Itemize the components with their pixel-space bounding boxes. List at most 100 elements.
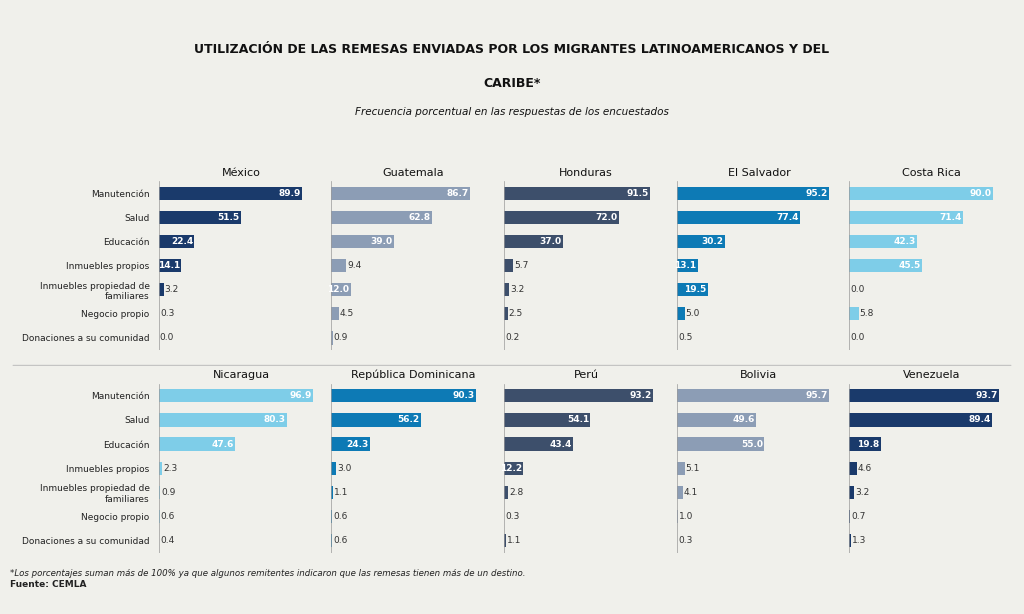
Bar <box>332 235 393 248</box>
Title: México: México <box>221 168 260 177</box>
Text: 89.4: 89.4 <box>969 416 991 424</box>
Text: 90.3: 90.3 <box>453 391 474 400</box>
Text: 47.6: 47.6 <box>211 440 233 449</box>
Text: 95.2: 95.2 <box>805 188 827 198</box>
Bar <box>504 413 591 427</box>
Bar <box>332 462 336 475</box>
Text: 5.8: 5.8 <box>859 309 873 318</box>
Text: 91.5: 91.5 <box>627 188 649 198</box>
Text: UTILIZACIÓN DE LAS REMESAS ENVIADAS POR LOS MIGRANTES LATINOAMERICANOS Y DEL: UTILIZACIÓN DE LAS REMESAS ENVIADAS POR … <box>195 43 829 56</box>
Bar <box>677 462 685 475</box>
Text: 2.3: 2.3 <box>163 464 177 473</box>
Text: 0.0: 0.0 <box>850 333 864 343</box>
Text: 0.0: 0.0 <box>850 285 864 294</box>
Bar <box>332 307 339 321</box>
Bar <box>332 259 346 272</box>
Text: 3.2: 3.2 <box>855 488 869 497</box>
Text: 0.6: 0.6 <box>333 512 347 521</box>
Text: *Los porcentajes suman más de 100% ya que algunos remitentes indicaron que las r: *Los porcentajes suman más de 100% ya qu… <box>10 569 525 578</box>
Text: 19.8: 19.8 <box>857 440 880 449</box>
Text: 14.1: 14.1 <box>158 261 180 270</box>
Bar <box>504 389 653 402</box>
Bar <box>849 486 854 499</box>
Text: 5.1: 5.1 <box>686 464 700 473</box>
Text: 45.5: 45.5 <box>898 261 921 270</box>
Bar <box>849 510 850 523</box>
Text: 5.0: 5.0 <box>685 309 699 318</box>
Bar <box>849 413 992 427</box>
Bar <box>159 462 163 475</box>
Text: 3.2: 3.2 <box>510 285 524 294</box>
Bar <box>504 187 650 200</box>
Bar <box>504 307 508 321</box>
Bar <box>332 332 333 344</box>
Text: 0.5: 0.5 <box>678 333 692 343</box>
Text: Frecuencia porcentual en las respuestas de los encuestados: Frecuencia porcentual en las respuestas … <box>355 107 669 117</box>
Text: 0.6: 0.6 <box>161 512 175 521</box>
Text: 95.7: 95.7 <box>806 391 828 400</box>
Bar <box>504 211 618 224</box>
Bar <box>677 486 683 499</box>
Text: 0.0: 0.0 <box>160 333 174 343</box>
Text: 3.2: 3.2 <box>165 285 179 294</box>
Text: 37.0: 37.0 <box>540 237 562 246</box>
Bar <box>159 235 195 248</box>
Text: 0.9: 0.9 <box>161 488 175 497</box>
Text: 4.6: 4.6 <box>857 464 871 473</box>
Text: 72.0: 72.0 <box>596 213 617 222</box>
Text: 9.4: 9.4 <box>347 261 361 270</box>
Text: 4.5: 4.5 <box>339 309 353 318</box>
Text: 30.2: 30.2 <box>701 237 724 246</box>
Text: 0.2: 0.2 <box>505 333 519 343</box>
Bar <box>677 413 756 427</box>
Bar <box>159 413 287 427</box>
Bar <box>332 389 475 402</box>
Bar <box>677 389 829 402</box>
Bar <box>159 259 181 272</box>
Bar <box>504 462 523 475</box>
Text: 89.9: 89.9 <box>279 188 301 198</box>
Bar <box>159 437 234 451</box>
Text: 13.1: 13.1 <box>674 261 696 270</box>
Title: Perú: Perú <box>573 370 599 380</box>
Text: 1.1: 1.1 <box>334 488 348 497</box>
Title: República Dominicana: República Dominicana <box>351 370 476 380</box>
Text: 1.1: 1.1 <box>507 536 521 545</box>
Bar <box>677 437 765 451</box>
Title: Honduras: Honduras <box>559 168 613 177</box>
Bar <box>677 283 708 297</box>
Text: 24.3: 24.3 <box>347 440 369 449</box>
Bar <box>159 187 302 200</box>
Text: 43.4: 43.4 <box>550 440 572 449</box>
Text: 96.9: 96.9 <box>290 391 312 400</box>
Bar <box>159 211 241 224</box>
Text: 56.2: 56.2 <box>397 416 420 424</box>
Bar <box>677 259 697 272</box>
Bar <box>332 413 421 427</box>
Title: Bolivia: Bolivia <box>740 370 777 380</box>
Text: 22.4: 22.4 <box>171 237 194 246</box>
Text: 93.7: 93.7 <box>975 391 997 400</box>
Text: Fuente: CEMLA: Fuente: CEMLA <box>10 580 87 589</box>
Bar <box>849 259 922 272</box>
Title: El Salvador: El Salvador <box>727 168 791 177</box>
Text: 86.7: 86.7 <box>446 188 469 198</box>
Text: 90.0: 90.0 <box>970 188 991 198</box>
Text: CARIBE*: CARIBE* <box>483 77 541 90</box>
Text: 4.1: 4.1 <box>684 488 698 497</box>
Bar <box>332 187 470 200</box>
Text: 0.4: 0.4 <box>160 536 174 545</box>
Bar <box>159 486 160 499</box>
Bar <box>504 486 509 499</box>
Text: 39.0: 39.0 <box>371 237 392 246</box>
Bar <box>504 437 573 451</box>
Text: 51.5: 51.5 <box>217 213 240 222</box>
Text: 0.9: 0.9 <box>334 333 348 343</box>
Text: 80.3: 80.3 <box>263 416 286 424</box>
Bar <box>332 486 333 499</box>
Title: Guatemala: Guatemala <box>383 168 444 177</box>
Text: 5.7: 5.7 <box>514 261 528 270</box>
Bar <box>849 534 851 547</box>
Bar <box>159 283 164 297</box>
Text: 62.8: 62.8 <box>409 213 430 222</box>
